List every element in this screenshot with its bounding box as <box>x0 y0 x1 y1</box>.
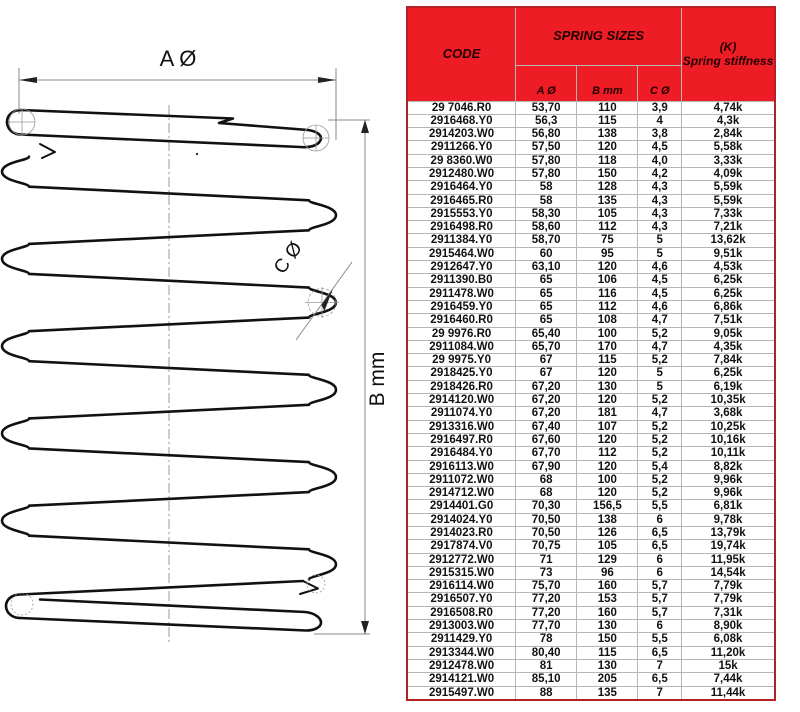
svg-text:C Ø: C Ø <box>270 238 307 278</box>
svg-text:A Ø: A Ø <box>160 46 197 71</box>
svg-text:B mm: B mm <box>366 352 389 407</box>
